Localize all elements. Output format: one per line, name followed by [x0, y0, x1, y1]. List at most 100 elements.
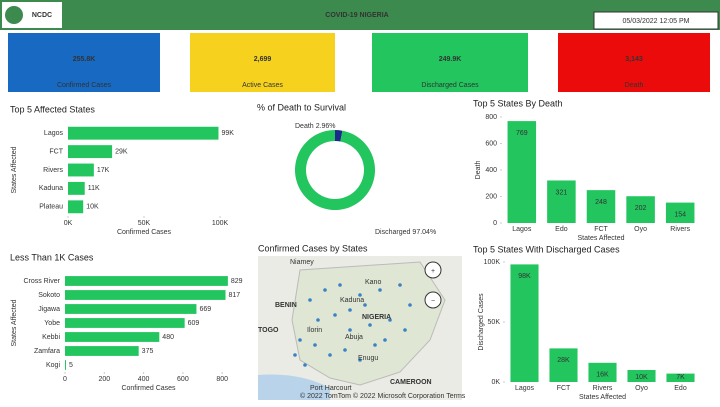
map-dot	[388, 318, 392, 322]
map-dot	[333, 313, 337, 317]
y-tick-label: Lagos	[44, 130, 64, 137]
chart-title: Top 5 States By Death	[473, 98, 563, 108]
map-place: Ilorin	[307, 327, 322, 334]
map-place: Niamey	[290, 259, 314, 266]
kpi-value: 255.8K	[73, 56, 96, 63]
kpi-card	[8, 33, 160, 92]
y-tick-label: Kaduna	[39, 185, 63, 192]
x-axis-label: Confirmed Cases	[121, 385, 176, 392]
value-label: 375	[142, 348, 154, 355]
y-tick-label: 200	[485, 193, 497, 200]
value-label: 480	[162, 334, 174, 341]
bar	[65, 304, 197, 314]
x-tick-label: Edo	[555, 226, 568, 233]
bar	[626, 196, 655, 223]
map-dot	[293, 353, 297, 357]
x-tick-label: FCT	[594, 226, 608, 233]
header-title: COVID-19 NIGERIA	[325, 12, 388, 19]
value-label: 99K	[221, 130, 234, 137]
map-dot	[403, 328, 407, 332]
x-tick-label: Rivers	[593, 385, 613, 392]
map-place: TOGO	[258, 327, 279, 334]
x-tick-label: 200	[98, 376, 110, 383]
x-axis-label: States Affected	[578, 235, 625, 242]
map-place: Kaduna	[340, 297, 364, 304]
map-place: Abuja	[345, 334, 363, 341]
value-label: 321	[556, 189, 568, 196]
kpi-value: 3,143	[625, 56, 643, 63]
map-dot	[363, 303, 367, 307]
bar	[68, 126, 219, 140]
value-label: 829	[231, 278, 243, 285]
map-dot	[408, 303, 412, 307]
y-tick-label: Cross River	[23, 278, 60, 285]
map-dot	[343, 348, 347, 352]
value-label: 98K	[518, 273, 531, 280]
bar	[65, 332, 160, 342]
x-tick-label: FCT	[557, 385, 571, 392]
value-label: 609	[188, 320, 200, 327]
y-axis-label: States Affected	[11, 299, 18, 346]
value-label: 11K	[88, 185, 100, 192]
x-tick-label: Oyo	[635, 385, 648, 392]
x-axis-label: States Affected	[579, 394, 626, 401]
kpi-value: 249.9K	[439, 56, 462, 63]
y-tick-label: Plateau	[39, 204, 63, 211]
slice-value: 2.96%	[316, 123, 336, 130]
y-axis-label: States Affected	[11, 146, 18, 193]
zoom-button[interactable]	[424, 291, 442, 309]
y-axis-label: Death	[475, 161, 482, 180]
y-axis-label: Discharged Cases	[478, 293, 485, 351]
bar	[65, 290, 226, 300]
bar	[65, 318, 185, 328]
bar	[65, 346, 139, 356]
map-sea	[258, 374, 330, 400]
chart-title: % of Death to Survival	[257, 102, 346, 112]
kpi-value: 2,699	[254, 56, 272, 63]
y-tick-label: 400	[485, 167, 497, 174]
value-label: 154	[674, 211, 686, 218]
x-tick-label: Oyo	[634, 226, 647, 233]
y-tick-label: Kogi	[46, 362, 60, 369]
bar	[68, 181, 85, 195]
bar	[549, 348, 578, 382]
x-tick-label: 800	[216, 376, 228, 383]
map-place: Port Harcourt	[310, 385, 352, 392]
slice-value: 97.04%	[412, 229, 436, 236]
kpi-label: Confirmed Cases	[57, 82, 112, 89]
value-label: 28K	[557, 357, 570, 364]
map-place: NIGERIA	[362, 314, 391, 321]
y-tick-label: Zamfara	[34, 348, 60, 355]
x-tick-label: Edo	[674, 385, 687, 392]
map-attribution: © 2022 TomTom © 2022 Microsoft Corporati…	[300, 392, 466, 400]
kpi-card	[190, 33, 335, 92]
x-tick-label: 0	[63, 376, 67, 383]
chart-title: Top 5 States With Discharged Cases	[473, 244, 620, 254]
x-axis-label: Confirmed Cases	[117, 229, 172, 236]
y-tick-label: 600	[485, 140, 497, 147]
y-tick-label: Yobe	[44, 320, 60, 327]
value-label: 202	[635, 205, 647, 212]
value-label: 5	[69, 362, 73, 369]
y-tick-label: Sokoto	[38, 292, 60, 299]
map-dot	[308, 298, 312, 302]
map-dot	[316, 318, 320, 322]
bar	[665, 202, 695, 223]
datetime: 05/03/2022 12:05 PM	[623, 18, 690, 25]
map-place: CAMEROON	[390, 379, 432, 386]
y-tick-label: 0K	[491, 379, 500, 386]
y-tick-label: FCT	[49, 148, 63, 155]
kpi-label: Death	[625, 82, 644, 89]
map-dot	[358, 293, 362, 297]
datetime-box	[593, 11, 719, 30]
y-tick-label: 100K	[484, 259, 501, 266]
map-dot	[298, 338, 302, 342]
map-dot	[303, 363, 307, 367]
map-dot	[323, 288, 327, 292]
bar	[68, 200, 84, 214]
chart-title: Top 5 Affected States	[10, 104, 95, 114]
x-tick-label: Rivers	[670, 226, 690, 233]
map-dot	[368, 323, 372, 327]
zoom-button[interactable]	[424, 261, 442, 279]
x-tick-label: Lagos	[512, 226, 532, 233]
